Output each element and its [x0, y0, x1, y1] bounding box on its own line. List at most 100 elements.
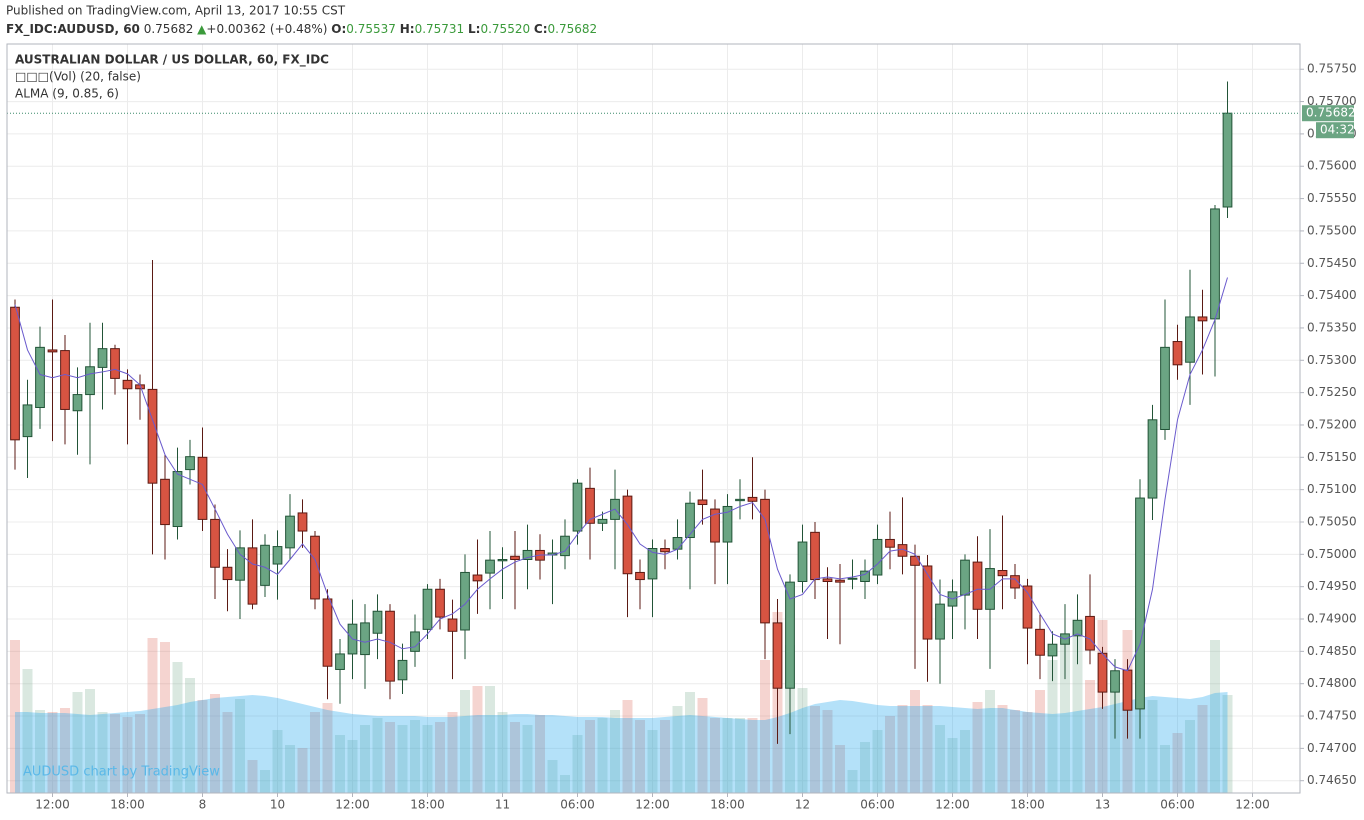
arrow: ▲ — [197, 22, 207, 36]
candle-body — [647, 548, 658, 580]
candle-body — [772, 622, 783, 689]
volume-bar — [672, 706, 683, 793]
candle-body — [285, 515, 295, 549]
candle-body — [722, 505, 733, 543]
h-label: H: — [400, 22, 415, 36]
candle-body — [572, 482, 583, 532]
axes: 0.757500.757000.756500.756000.755500.755… — [35, 62, 1356, 812]
alma-legend: ALMA (9, 0.85, 6) — [15, 87, 119, 101]
candle-body — [747, 496, 758, 502]
candle-body — [1035, 628, 1045, 656]
candle-body — [972, 561, 983, 610]
published: Published on TradingView.com, April 13, … — [6, 4, 346, 18]
candle-body — [322, 598, 333, 667]
candle-body — [97, 348, 108, 368]
volume-bar — [572, 735, 583, 793]
last-price-tag — [1302, 105, 1354, 122]
candle-body — [272, 546, 283, 565]
volume-bar — [372, 718, 383, 793]
candle-body — [110, 348, 120, 379]
volume-bar — [985, 690, 995, 793]
volume-bar — [172, 662, 183, 793]
volume-bar — [647, 730, 658, 793]
candle-body — [1210, 208, 1220, 320]
candle-body — [60, 350, 70, 410]
volume-bar — [1047, 660, 1058, 793]
x-tick-label: 13 — [1095, 798, 1110, 812]
volume-bar — [72, 692, 83, 793]
y-tick-label: 0.75100 — [1307, 482, 1357, 496]
o-label: O: — [331, 22, 346, 36]
candle-body — [1072, 619, 1083, 637]
candle-body — [297, 512, 308, 532]
volume-bar — [410, 720, 420, 793]
y-tick-label: 0.74650 — [1307, 773, 1357, 787]
x-tick-label: 06:00 — [560, 798, 595, 812]
candle-body — [235, 547, 245, 581]
volume — [10, 608, 1233, 793]
change: +0.00362 (+0.48%) — [206, 22, 327, 36]
x-tick-label: 18:00 — [410, 798, 445, 812]
volume-bar — [535, 715, 545, 793]
candle-body — [85, 366, 95, 396]
volume-bar — [235, 699, 245, 793]
volume-bar — [885, 716, 895, 793]
candle-body — [147, 388, 158, 484]
y-tick-label: 0.74800 — [1307, 676, 1357, 690]
volume-bar — [747, 718, 758, 793]
candle-body — [22, 404, 33, 438]
volume-bar — [835, 745, 845, 793]
candle-body — [435, 588, 445, 618]
candle-body — [1085, 615, 1095, 651]
y-tick-label: 0.75700 — [1307, 94, 1357, 108]
volume-bar — [560, 775, 570, 793]
candle-body — [122, 379, 133, 390]
candle-body — [697, 499, 708, 506]
candle-body — [460, 571, 470, 631]
candle-body — [672, 537, 683, 550]
candle-body — [385, 610, 395, 682]
volume-bar — [1185, 720, 1195, 793]
volume-bar — [85, 689, 95, 793]
candle-body — [397, 659, 408, 681]
volume-bar — [1172, 733, 1183, 793]
candle-body — [1022, 585, 1033, 629]
volume-bar — [510, 722, 520, 793]
y-tick-label: 0.75350 — [1307, 320, 1357, 334]
candle-body — [872, 538, 883, 576]
volume-bar — [385, 722, 395, 793]
x-tick-label: 11 — [495, 798, 510, 812]
volume-bar — [1085, 680, 1095, 793]
y-tick-label: 0.75300 — [1307, 353, 1357, 367]
volume-bar — [472, 686, 483, 793]
volume-bar — [1160, 745, 1170, 793]
volume-bar — [360, 725, 370, 793]
candle-body — [1160, 346, 1170, 430]
candle-body — [797, 541, 808, 582]
volume-bar — [1110, 690, 1120, 793]
candle-body — [922, 565, 933, 640]
candle-body — [1172, 341, 1183, 366]
volume-bar — [272, 730, 283, 793]
candle-body — [447, 618, 458, 632]
candle-body — [1197, 316, 1208, 322]
candle-body — [560, 535, 570, 557]
volume-bar — [997, 705, 1008, 793]
l-label: L: — [468, 22, 480, 36]
candle-body — [335, 653, 345, 670]
volume-bar — [797, 688, 808, 793]
l: 0.75520 — [480, 22, 530, 36]
x-tick-label: 18:00 — [110, 798, 145, 812]
candle-body — [585, 487, 595, 524]
x-tick-label: 10 — [270, 798, 285, 812]
candle-body — [735, 498, 745, 502]
h: 0.75731 — [415, 22, 465, 36]
c-label: C: — [534, 22, 548, 36]
candle-body — [1097, 652, 1108, 693]
candle-body — [847, 577, 858, 580]
candle-body — [785, 581, 795, 689]
volume-bar — [872, 730, 883, 793]
candle-body — [1110, 670, 1120, 693]
last-price-label: 0.75682 — [1306, 106, 1356, 120]
